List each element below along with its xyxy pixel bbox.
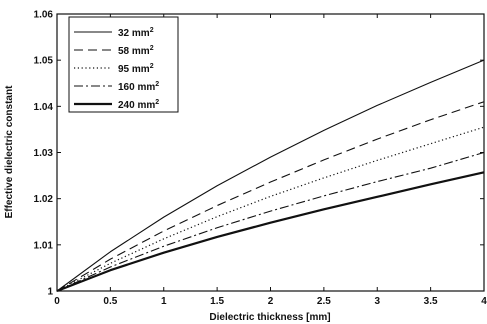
x-tick-label: 4 [481, 296, 487, 307]
x-tick-label: 0 [54, 296, 60, 307]
series-lines [56, 59, 485, 293]
y-tick-label: 1.03 [34, 148, 54, 159]
y-axis-ticks: 1 1.01 1.02 1.03 1.04 1.05 1.06 [34, 10, 484, 298]
x-axis-label: Dielectric thickness [mm] [209, 312, 330, 323]
x-axis-ticks: 0 0.5 1 1.5 2 2.5 3 3.5 4 [54, 14, 487, 307]
legend-series-name: 32 mm [118, 28, 150, 39]
legend-label-4: 240 mm2 [118, 99, 159, 111]
x-tick-label: 1.5 [210, 296, 224, 307]
series-line-1 [56, 101, 485, 292]
x-tick-label: 0.5 [103, 296, 117, 307]
y-tick-label: 1 [47, 287, 53, 298]
legend-series-name: 95 mm [118, 64, 150, 75]
legend-unit-superscript: 2 [150, 27, 154, 34]
series-line-4 [56, 171, 485, 293]
x-tick-label: 3 [374, 296, 380, 307]
legend-label-0: 32 mm2 [118, 27, 154, 39]
legend-label-1: 58 mm2 [118, 45, 154, 57]
legend-series-name: 240 mm [118, 100, 155, 111]
y-axis-label: Effective dielectric constant [4, 85, 15, 218]
legend-unit-superscript: 2 [155, 81, 159, 88]
y-tick-label: 1.05 [34, 56, 54, 67]
y-tick-label: 1.02 [34, 194, 54, 205]
legend-series-name: 160 mm [118, 82, 155, 93]
legend-unit-superscript: 2 [150, 45, 154, 52]
x-tick-label: 2 [268, 296, 274, 307]
y-tick-label: 1.04 [34, 102, 54, 113]
legend-unit-superscript: 2 [155, 99, 159, 106]
y-tick-label: 1.01 [34, 240, 54, 251]
x-tick-label: 2.5 [317, 296, 331, 307]
legend-label-2: 95 mm2 [118, 63, 154, 75]
series-line-3 [56, 151, 485, 292]
series-line-0 [56, 59, 485, 292]
legend-box [68, 16, 179, 113]
legend-label-3: 160 mm2 [118, 81, 159, 93]
y-tick-label: 1.06 [34, 10, 54, 21]
legend-series-name: 58 mm [118, 46, 150, 57]
legend-unit-superscript: 2 [150, 63, 154, 70]
x-tick-label: 1 [161, 296, 167, 307]
x-tick-label: 3.5 [424, 296, 438, 307]
